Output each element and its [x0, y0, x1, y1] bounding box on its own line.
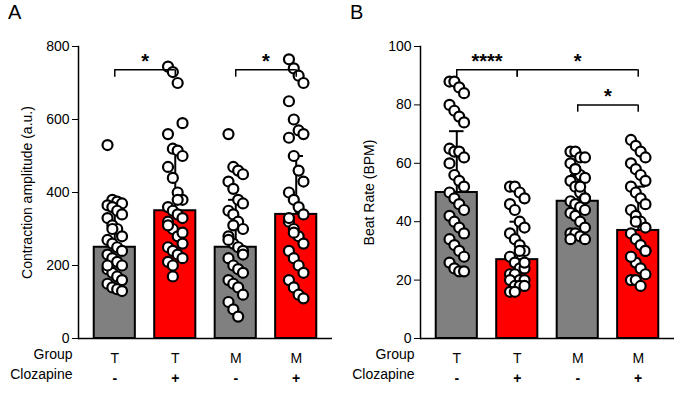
svg-text:*: * [574, 50, 582, 72]
svg-text:****: **** [471, 50, 502, 72]
svg-text:Clozapine: Clozapine [10, 366, 72, 382]
svg-text:Contraction amplitude (a.u.): Contraction amplitude (a.u.) [19, 106, 35, 279]
svg-text:0: 0 [404, 330, 412, 346]
svg-text:-: - [575, 370, 580, 386]
svg-text:*: * [604, 85, 612, 107]
html-text:B: B [350, 1, 364, 23]
svg-text:Group: Group [34, 346, 73, 362]
svg-text:T: T [111, 350, 120, 366]
svg-text:M: M [230, 350, 242, 366]
svg-text:Beat Rate (BPM): Beat Rate (BPM) [361, 140, 377, 246]
svg-text:+: + [292, 370, 300, 386]
svg-text:Group: Group [376, 346, 415, 362]
svg-text:M: M [632, 350, 644, 366]
svg-text:20: 20 [396, 272, 412, 288]
svg-text:*: * [141, 50, 149, 72]
svg-text:60: 60 [396, 155, 412, 171]
svg-text:T: T [453, 350, 462, 366]
svg-text:100: 100 [388, 38, 412, 54]
svg-text:-: - [454, 370, 459, 386]
svg-text:800: 800 [46, 38, 70, 54]
svg-text:+: + [634, 370, 642, 386]
html-text:A: A [8, 1, 22, 23]
svg-text:-: - [233, 370, 238, 386]
svg-text:M: M [572, 350, 584, 366]
svg-text:-: - [112, 370, 117, 386]
svg-text:0: 0 [62, 330, 70, 346]
svg-text:+: + [171, 370, 179, 386]
svg-text:80: 80 [396, 96, 412, 112]
svg-text:M: M [290, 350, 302, 366]
svg-text:+: + [513, 370, 521, 386]
svg-text:Clozapine: Clozapine [352, 366, 414, 382]
svg-text:*: * [262, 50, 270, 72]
svg-text:40: 40 [396, 213, 412, 229]
svg-text:T: T [171, 350, 180, 366]
svg-text:200: 200 [46, 257, 70, 273]
svg-text:600: 600 [46, 111, 70, 127]
svg-text:400: 400 [46, 184, 70, 200]
svg-text:T: T [513, 350, 522, 366]
